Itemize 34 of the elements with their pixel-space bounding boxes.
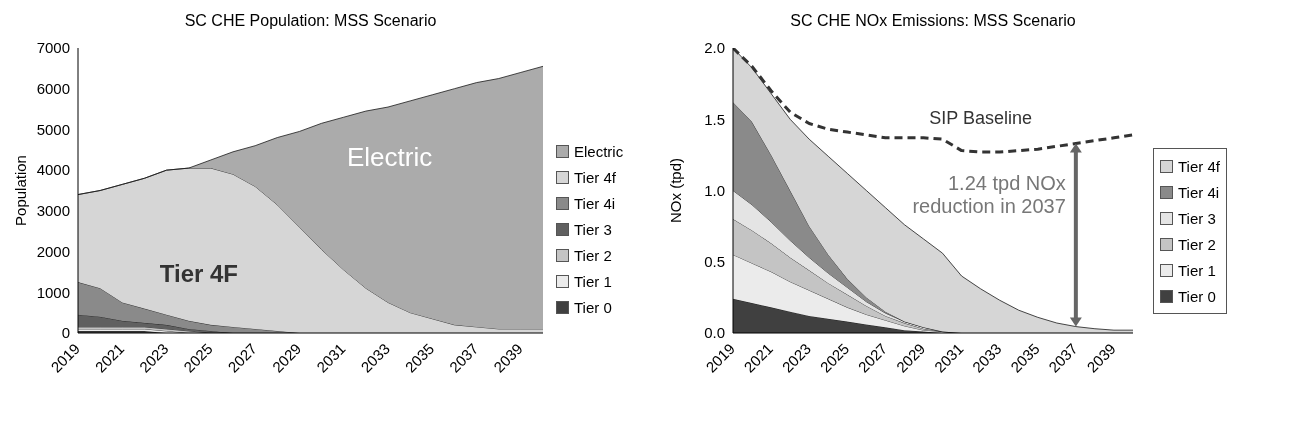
y-tick-label: 6000 (36, 80, 70, 98)
annotation: Electric (346, 142, 433, 173)
legend-label: Tier 0 (574, 298, 612, 316)
y-tick-label: 2.0 (704, 39, 725, 57)
annotation: 1.24 tpd NOx reduction in 2037 (912, 171, 1066, 217)
y-tick-label: 0.0 (704, 324, 725, 342)
y-tick-label: 3000 (36, 202, 70, 220)
legend-label: Tier 4f (1178, 157, 1220, 175)
y-tick-label: 4000 (36, 161, 70, 179)
legend-label: Tier 4i (1178, 183, 1220, 201)
y-tick-label: 1.5 (704, 110, 725, 128)
legend-label: Tier 2 (574, 246, 612, 264)
y-tick-label: 1.0 (704, 181, 725, 199)
y-axis-title: NOx (tpd) (666, 157, 684, 224)
legend-label: Tier 0 (1178, 287, 1216, 305)
legend-label: Tier 3 (574, 220, 612, 238)
y-tick-label: 5000 (36, 120, 70, 138)
y-tick-label: 2000 (36, 242, 70, 260)
y-axis-title: Population (11, 155, 29, 226)
y-tick-label: 0 (61, 324, 70, 342)
series-label: SIP Baseline (929, 108, 1032, 129)
y-tick-label: 0.5 (704, 253, 725, 271)
legend-label: Tier 3 (1178, 209, 1216, 227)
annotation: Tier 4F (159, 260, 239, 288)
legend-label: Tier 1 (574, 272, 612, 290)
legend-label: Electric (574, 142, 624, 160)
y-tick-label: 1000 (36, 283, 70, 301)
legend-label: Tier 4i (574, 194, 616, 212)
legend-label: Tier 2 (1178, 235, 1216, 253)
y-tick-label: 7000 (36, 39, 70, 57)
legend-label: Tier 1 (1178, 261, 1216, 279)
chart-title: SC CHE Population: MSS Scenario (183, 12, 438, 30)
legend-label: Tier 4f (574, 168, 616, 186)
chart-title: SC CHE NOx Emissions: MSS Scenario (789, 12, 1077, 30)
